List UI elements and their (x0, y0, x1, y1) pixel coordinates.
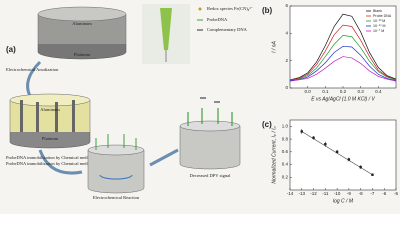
legend-entry: 10⁻¹⁰ M (373, 24, 386, 28)
x-tick-label: -5 (394, 191, 398, 196)
legend-entry: Blank (373, 9, 382, 13)
step-label: ProbeDNA immobilization by Chemical meth… (6, 161, 95, 166)
point (312, 136, 315, 140)
x-tick-label: -14 (287, 191, 294, 196)
legend-entry: Complementary DNA (207, 27, 248, 32)
dna-electrode-hybridized (179, 97, 241, 170)
x-tick-label: 0.2 (340, 89, 347, 94)
x-tick-label: 0.0 (305, 89, 312, 94)
x-tick-label: -7 (370, 191, 374, 196)
legend-entry: ProbeDNA (207, 17, 228, 22)
porous-cylinder (9, 93, 91, 149)
x-tick-label: -8 (359, 191, 363, 196)
panel-label: (c) (262, 120, 272, 129)
x-tick-label: 0.1 (322, 89, 329, 94)
y-tick-label: 6 (285, 3, 288, 8)
step-label: ProbeDNA immobilization by Chemical meth… (6, 155, 95, 160)
dna-electrode (87, 134, 145, 194)
label: Aluminum (40, 107, 60, 112)
x-axis-label: log C / M (333, 198, 354, 204)
y-tick-label: 2 (285, 58, 288, 63)
x-axis-label: E vs Ag/AgCl (1.0 M KCl) / V (311, 96, 375, 102)
y-tick-label: 0.6 (282, 149, 289, 154)
label: Platinum (42, 136, 59, 141)
point (359, 165, 362, 169)
x-tick-label: 0.4 (375, 89, 382, 94)
x-tick-label: -10 (334, 191, 341, 196)
figure: (a) Aluminum Platinum Redox species Fe(C… (0, 0, 400, 214)
panel-label: (b) (262, 6, 273, 15)
label: Platinum (74, 52, 91, 57)
legend-entry: 10⁻¹³ M (373, 19, 385, 23)
panel-label: (a) (6, 45, 16, 54)
y-tick-label: 0.2 (282, 174, 289, 179)
legend-entry: Redox species Fe(CN)₆³⁻ (207, 6, 254, 11)
point (300, 130, 303, 133)
x-tick-label: -11 (322, 191, 329, 196)
x-tick-label: -13 (299, 191, 306, 196)
x-tick-label: -6 (382, 191, 386, 196)
legend-entry: 10⁻⁷ M (373, 29, 384, 33)
label: Aluminum (72, 21, 92, 26)
point (347, 158, 351, 161)
y-tick-label: 0 (285, 85, 288, 90)
y-tick-label: 0.8 (282, 136, 289, 141)
page: (a) Aluminum Platinum Redox species Fe(C… (0, 0, 400, 214)
point (335, 150, 339, 154)
x-tick-label: 0.3 (358, 89, 365, 94)
point (371, 173, 374, 176)
y-tick-label: 0.4 (282, 162, 289, 167)
step-label: Electrochemical Anodization (6, 67, 59, 72)
arrow (149, 148, 179, 167)
series-line (289, 45, 397, 81)
y-axis-label: I / nA (271, 41, 277, 53)
y-tick-label: 1.0 (282, 124, 289, 129)
sensor-photo (142, 4, 190, 64)
legend-entry: Probe DNA (373, 14, 392, 18)
y-axis-label: Normalized Current, Iₚ / I₀ (271, 126, 277, 183)
result-label: Decreased DPV signal (190, 173, 231, 178)
series-line (289, 35, 397, 81)
y-tick-label: 4 (285, 31, 288, 36)
arrow (26, 60, 42, 97)
step-label: Electrochemical Reaction (93, 195, 140, 200)
point (324, 142, 327, 146)
metal-cylinder (37, 6, 127, 60)
x-tick-label: -9 (347, 191, 351, 196)
series-line (289, 13, 397, 81)
series-line (289, 56, 397, 82)
diagram-legend (197, 7, 203, 31)
x-tick-label: -12 (310, 191, 317, 196)
arrow (38, 149, 83, 175)
series-line (289, 24, 397, 81)
plot-frame (289, 119, 397, 191)
